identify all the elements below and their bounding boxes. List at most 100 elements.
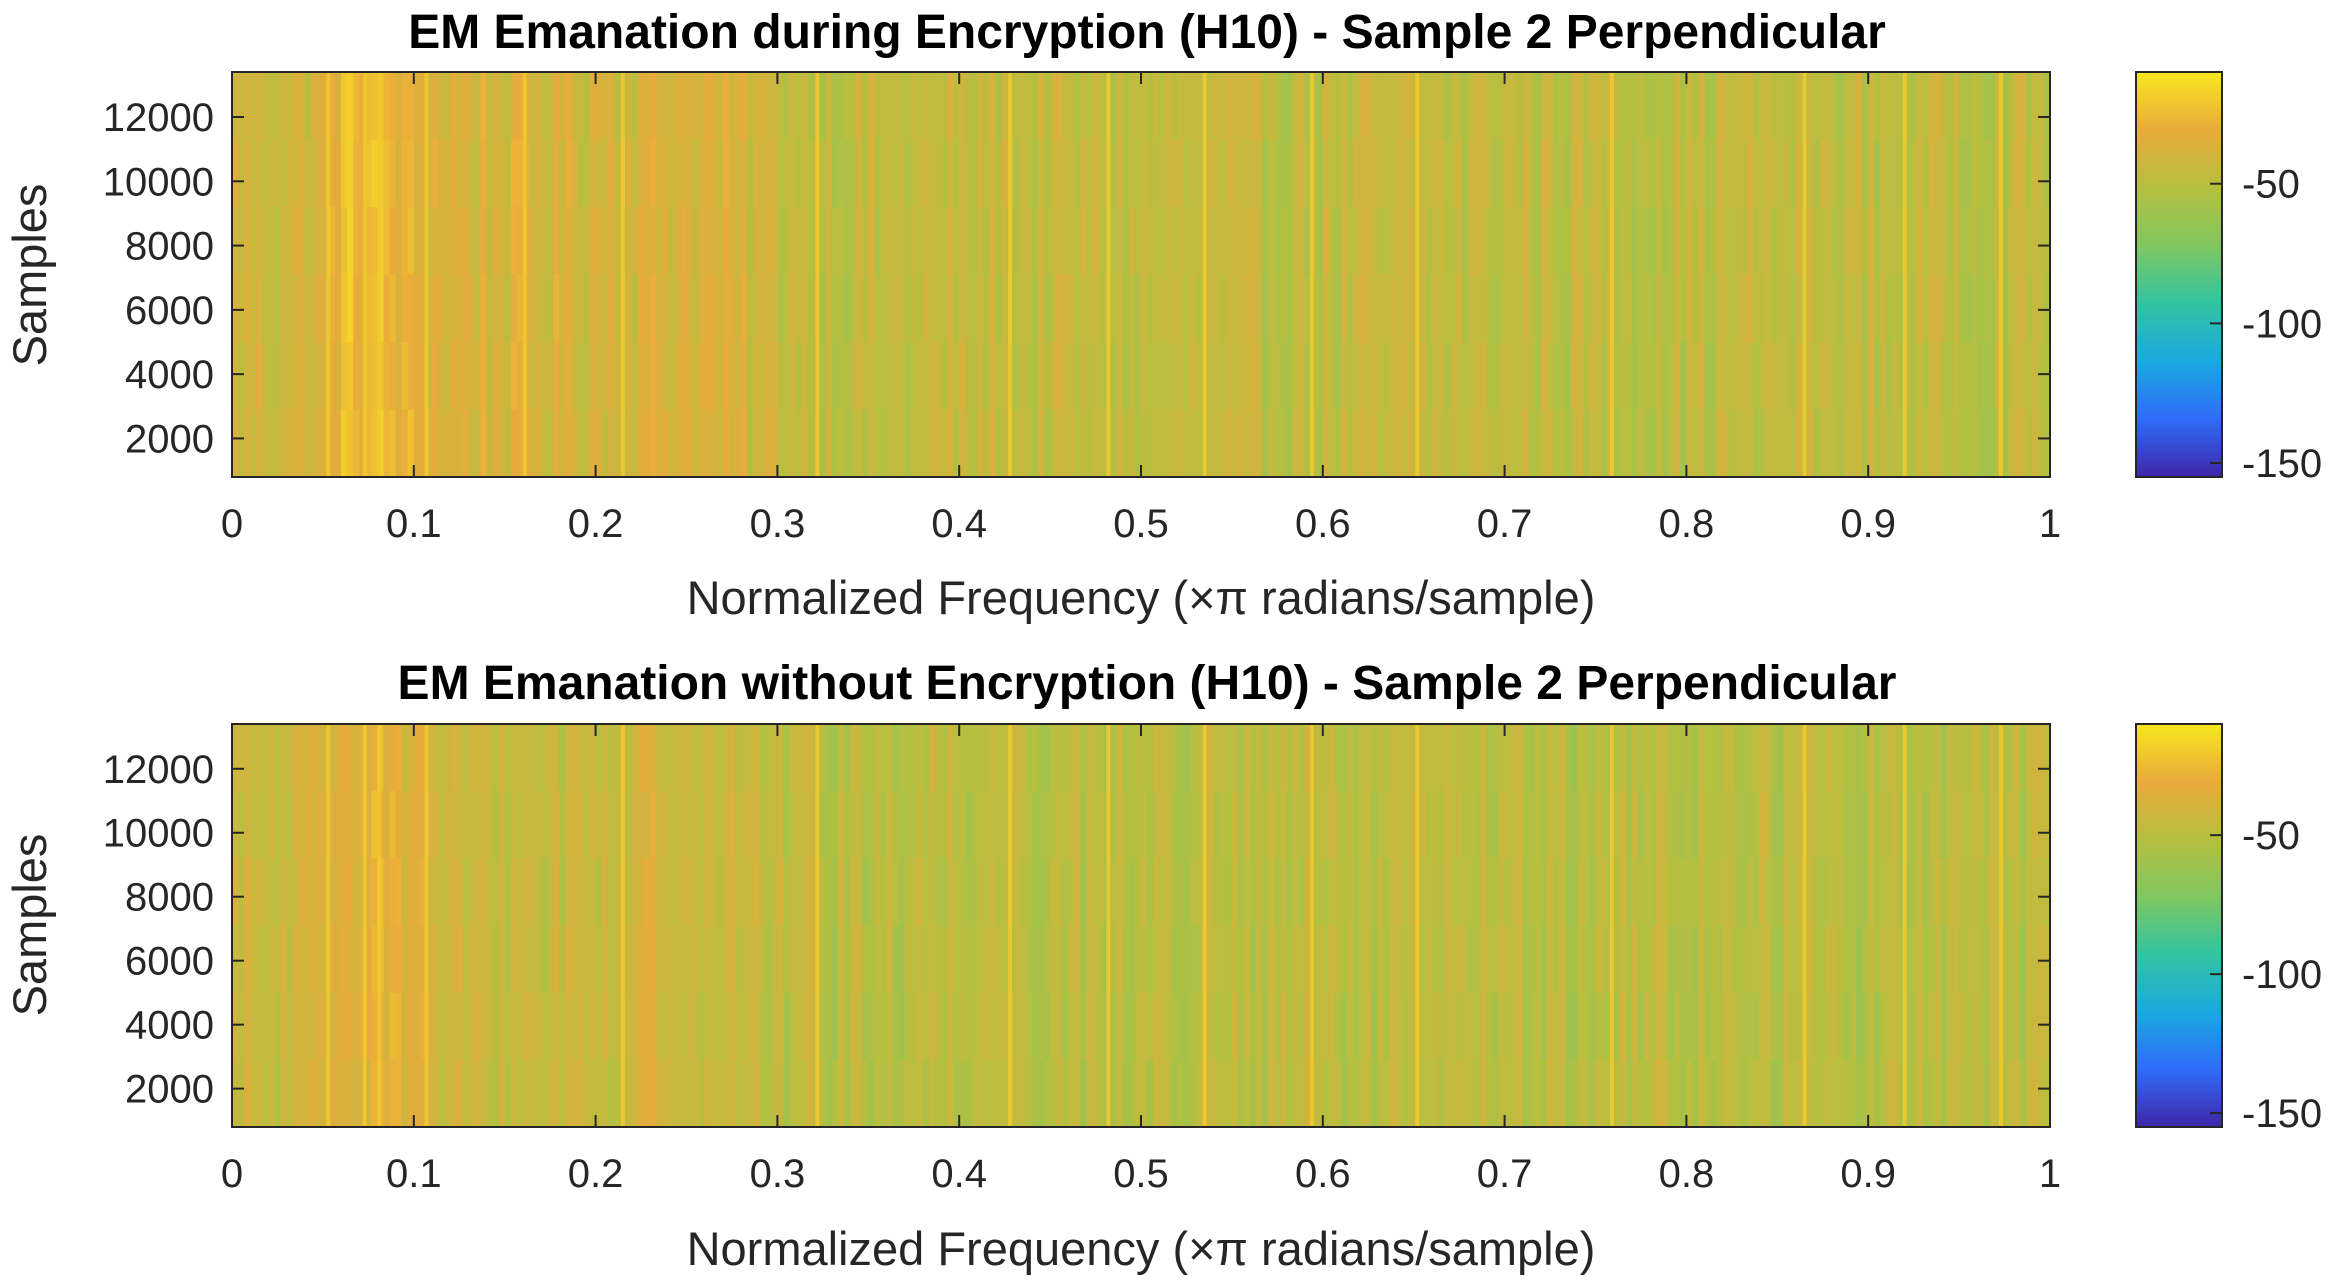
heatmap-cell: [1359, 1059, 1366, 1128]
heatmap-cell: [1031, 409, 1039, 478]
heatmap-cell: [692, 72, 700, 141]
heatmap-cell: [2037, 342, 2045, 411]
heatmap-cell: [1189, 724, 1197, 792]
heatmap-cell: [1722, 139, 1730, 208]
heatmap-cell: [1371, 1059, 1378, 1128]
heatmap-cell: [668, 409, 675, 478]
heatmap-cell: [1862, 724, 1869, 792]
heatmap-cell: [347, 207, 354, 276]
heatmap-cell: [1292, 791, 1300, 859]
heatmap-cell: [1589, 925, 1597, 994]
heatmap-cell: [1122, 342, 1130, 411]
heatmap-cell: [1268, 207, 1275, 276]
heatmap-cell: [1292, 724, 1300, 792]
heatmap-cell: [1553, 342, 1560, 411]
heatmap-cell: [1116, 724, 1124, 792]
heatmap-cell: [1680, 858, 1687, 927]
heatmap-cell: [1625, 1059, 1633, 1128]
heatmap-cell: [1450, 207, 1457, 276]
heatmap-cell: [1062, 274, 1069, 343]
heatmap-cell: [1080, 724, 1088, 792]
heatmap-cell: [1419, 791, 1427, 859]
heatmap-cell: [595, 925, 603, 994]
heatmap-cell: [1577, 342, 1584, 411]
heatmap-cell: [1977, 1059, 1984, 1128]
heatmap-cell: [401, 992, 409, 1061]
heatmap-cell: [892, 409, 900, 478]
heatmap-cell: [256, 274, 263, 343]
heatmap-cell: [389, 342, 397, 411]
heatmap-cell: [1783, 791, 1791, 859]
heatmap-cell: [1971, 724, 1978, 792]
heatmap-cell: [328, 274, 336, 343]
heatmap-cell: [1389, 139, 1397, 208]
heatmap-cell: [238, 791, 245, 859]
heatmap-cell: [1492, 139, 1500, 208]
heatmap-cell: [971, 791, 978, 859]
heatmap-cell: [541, 858, 548, 927]
heatmap-cell: [1425, 207, 1433, 276]
heatmap-cell: [468, 207, 475, 276]
heatmap-cell: [1850, 1059, 1857, 1128]
heatmap-cell: [1147, 139, 1154, 208]
heatmap-cell: [965, 925, 972, 994]
heatmap-cell: [753, 207, 760, 276]
heatmap-cell: [1680, 409, 1687, 478]
heatmap-cell: [838, 207, 845, 276]
heatmap-cell: [1074, 72, 1081, 141]
heatmap-cell: [492, 342, 500, 411]
heatmap-cell: [401, 72, 409, 141]
heatmap-cell: [1122, 409, 1130, 478]
heatmap-cell: [298, 858, 306, 927]
heatmap-cell: [801, 139, 809, 208]
heatmap-cell: [232, 207, 239, 276]
heatmap-cell: [559, 724, 566, 792]
heatmap-cell: [292, 139, 300, 208]
heatmap-cell: [1153, 139, 1160, 208]
heatmap-cell: [680, 342, 688, 411]
heatmap-cell: [1225, 139, 1233, 208]
heatmap-cell: [1656, 72, 1663, 141]
heatmap-cell: [1528, 409, 1536, 478]
heatmap-cell: [1843, 1059, 1851, 1128]
heatmap-cell: [898, 1059, 906, 1128]
x-tick-label: 0.5: [1113, 1152, 1169, 1196]
heatmap-cell: [1656, 724, 1663, 792]
heatmap-cell: [1571, 992, 1578, 1061]
heatmap-cell: [1650, 139, 1657, 208]
heatmap-cell: [765, 858, 772, 927]
heatmap-cell: [571, 274, 579, 343]
heatmap-cell: [1086, 992, 1094, 1061]
heatmap-cell: [1971, 858, 1978, 927]
heatmap-cell: [1510, 858, 1518, 927]
heatmap-cell: [922, 791, 930, 859]
heatmap-cell: [1940, 992, 1948, 1061]
heatmap-cell: [1922, 858, 1930, 927]
heatmap-cell: [1250, 1059, 1257, 1128]
heatmap-cell: [650, 139, 657, 208]
heatmap-cell: [1837, 207, 1845, 276]
heatmap-cell: [1274, 791, 1281, 859]
heatmap-cell: [1522, 342, 1530, 411]
heatmap-cell: [868, 409, 875, 478]
heatmap-cell: [395, 1059, 403, 1128]
heatmap-cell: [1353, 72, 1360, 141]
heatmap-cell: [438, 409, 445, 478]
heatmap-cell: [1904, 207, 1912, 276]
heatmap-cell: [934, 139, 942, 208]
heatmap-cell: [1450, 858, 1457, 927]
heatmap-cell: [886, 207, 894, 276]
heatmap-cell: [1601, 207, 1609, 276]
heatmap-cell: [1886, 72, 1894, 141]
heatmap-cell: [474, 925, 482, 994]
heatmap-cell: [898, 409, 906, 478]
heatmap-cell: [1298, 791, 1306, 859]
heatmap-cell: [1444, 791, 1451, 859]
heatmap-cell: [1486, 791, 1494, 859]
heatmap-cell: [1025, 791, 1033, 859]
heatmap-cell: [801, 992, 809, 1061]
heatmap-cell: [1025, 207, 1033, 276]
heatmap-cell: [680, 139, 688, 208]
heatmap-cell: [1540, 992, 1548, 1061]
heatmap-cell: [310, 72, 318, 141]
